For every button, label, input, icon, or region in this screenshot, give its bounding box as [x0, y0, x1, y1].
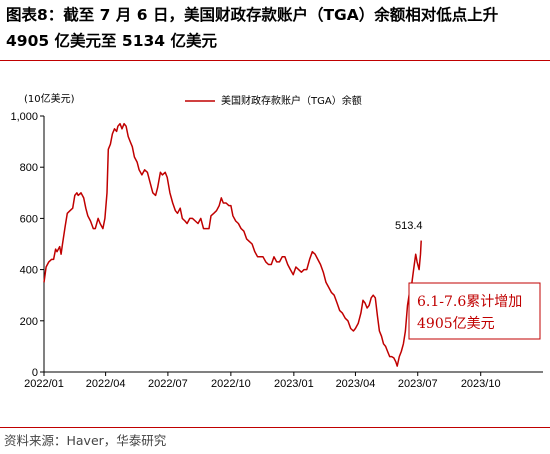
y-tick-label: 400	[20, 265, 38, 277]
x-tick-label: 2023/04	[336, 378, 376, 390]
annotation-box	[408, 282, 541, 340]
x-tick-label: 2022/04	[86, 378, 126, 390]
annotation-line-1: 6.1-7.6累计增加	[417, 294, 522, 310]
x-tick-label: 2022/10	[211, 378, 251, 390]
y-tick-label: 800	[20, 162, 38, 174]
y-axis-unit-label: (10亿美元)	[24, 92, 75, 105]
title-divider	[0, 60, 550, 61]
end-value-label: 513.4	[395, 220, 423, 232]
y-tick-label: 200	[20, 316, 38, 328]
annotation-line-2: 4905亿美元	[417, 316, 495, 332]
x-tick-label: 2022/01	[24, 378, 64, 390]
x-tick-label: 2023/01	[274, 378, 314, 390]
x-tick-label: 2023/07	[398, 378, 438, 390]
source-note: 资料来源：Haver，华泰研究	[4, 433, 167, 448]
tga-balance-line	[43, 122, 422, 367]
x-tick-label: 2022/07	[148, 378, 188, 390]
y-tick-label: 0	[32, 367, 38, 379]
legend-label: 美国财政存款账户（TGA）余额	[221, 94, 362, 107]
y-tick-label: 600	[20, 213, 38, 225]
x-tick-label: 2023/10	[461, 378, 501, 390]
y-tick-label: 1,000	[10, 111, 38, 123]
footer-divider	[0, 427, 550, 428]
chart-title-line-2: 4905 亿美元至 5134 亿美元	[6, 32, 217, 50]
chart-title: 图表8：截至 7 月 6 日，美国财政存款账户（TGA）余额相对低点上升 490…	[6, 2, 546, 54]
chart-title-line-1: 图表8：截至 7 月 6 日，美国财政存款账户（TGA）余额相对低点上升	[6, 6, 499, 24]
chart-axes: 0 200 400 600 800 1,000 2022/01 2022/04 2022/07 2…	[10, 111, 543, 390]
chart-series	[43, 122, 422, 367]
